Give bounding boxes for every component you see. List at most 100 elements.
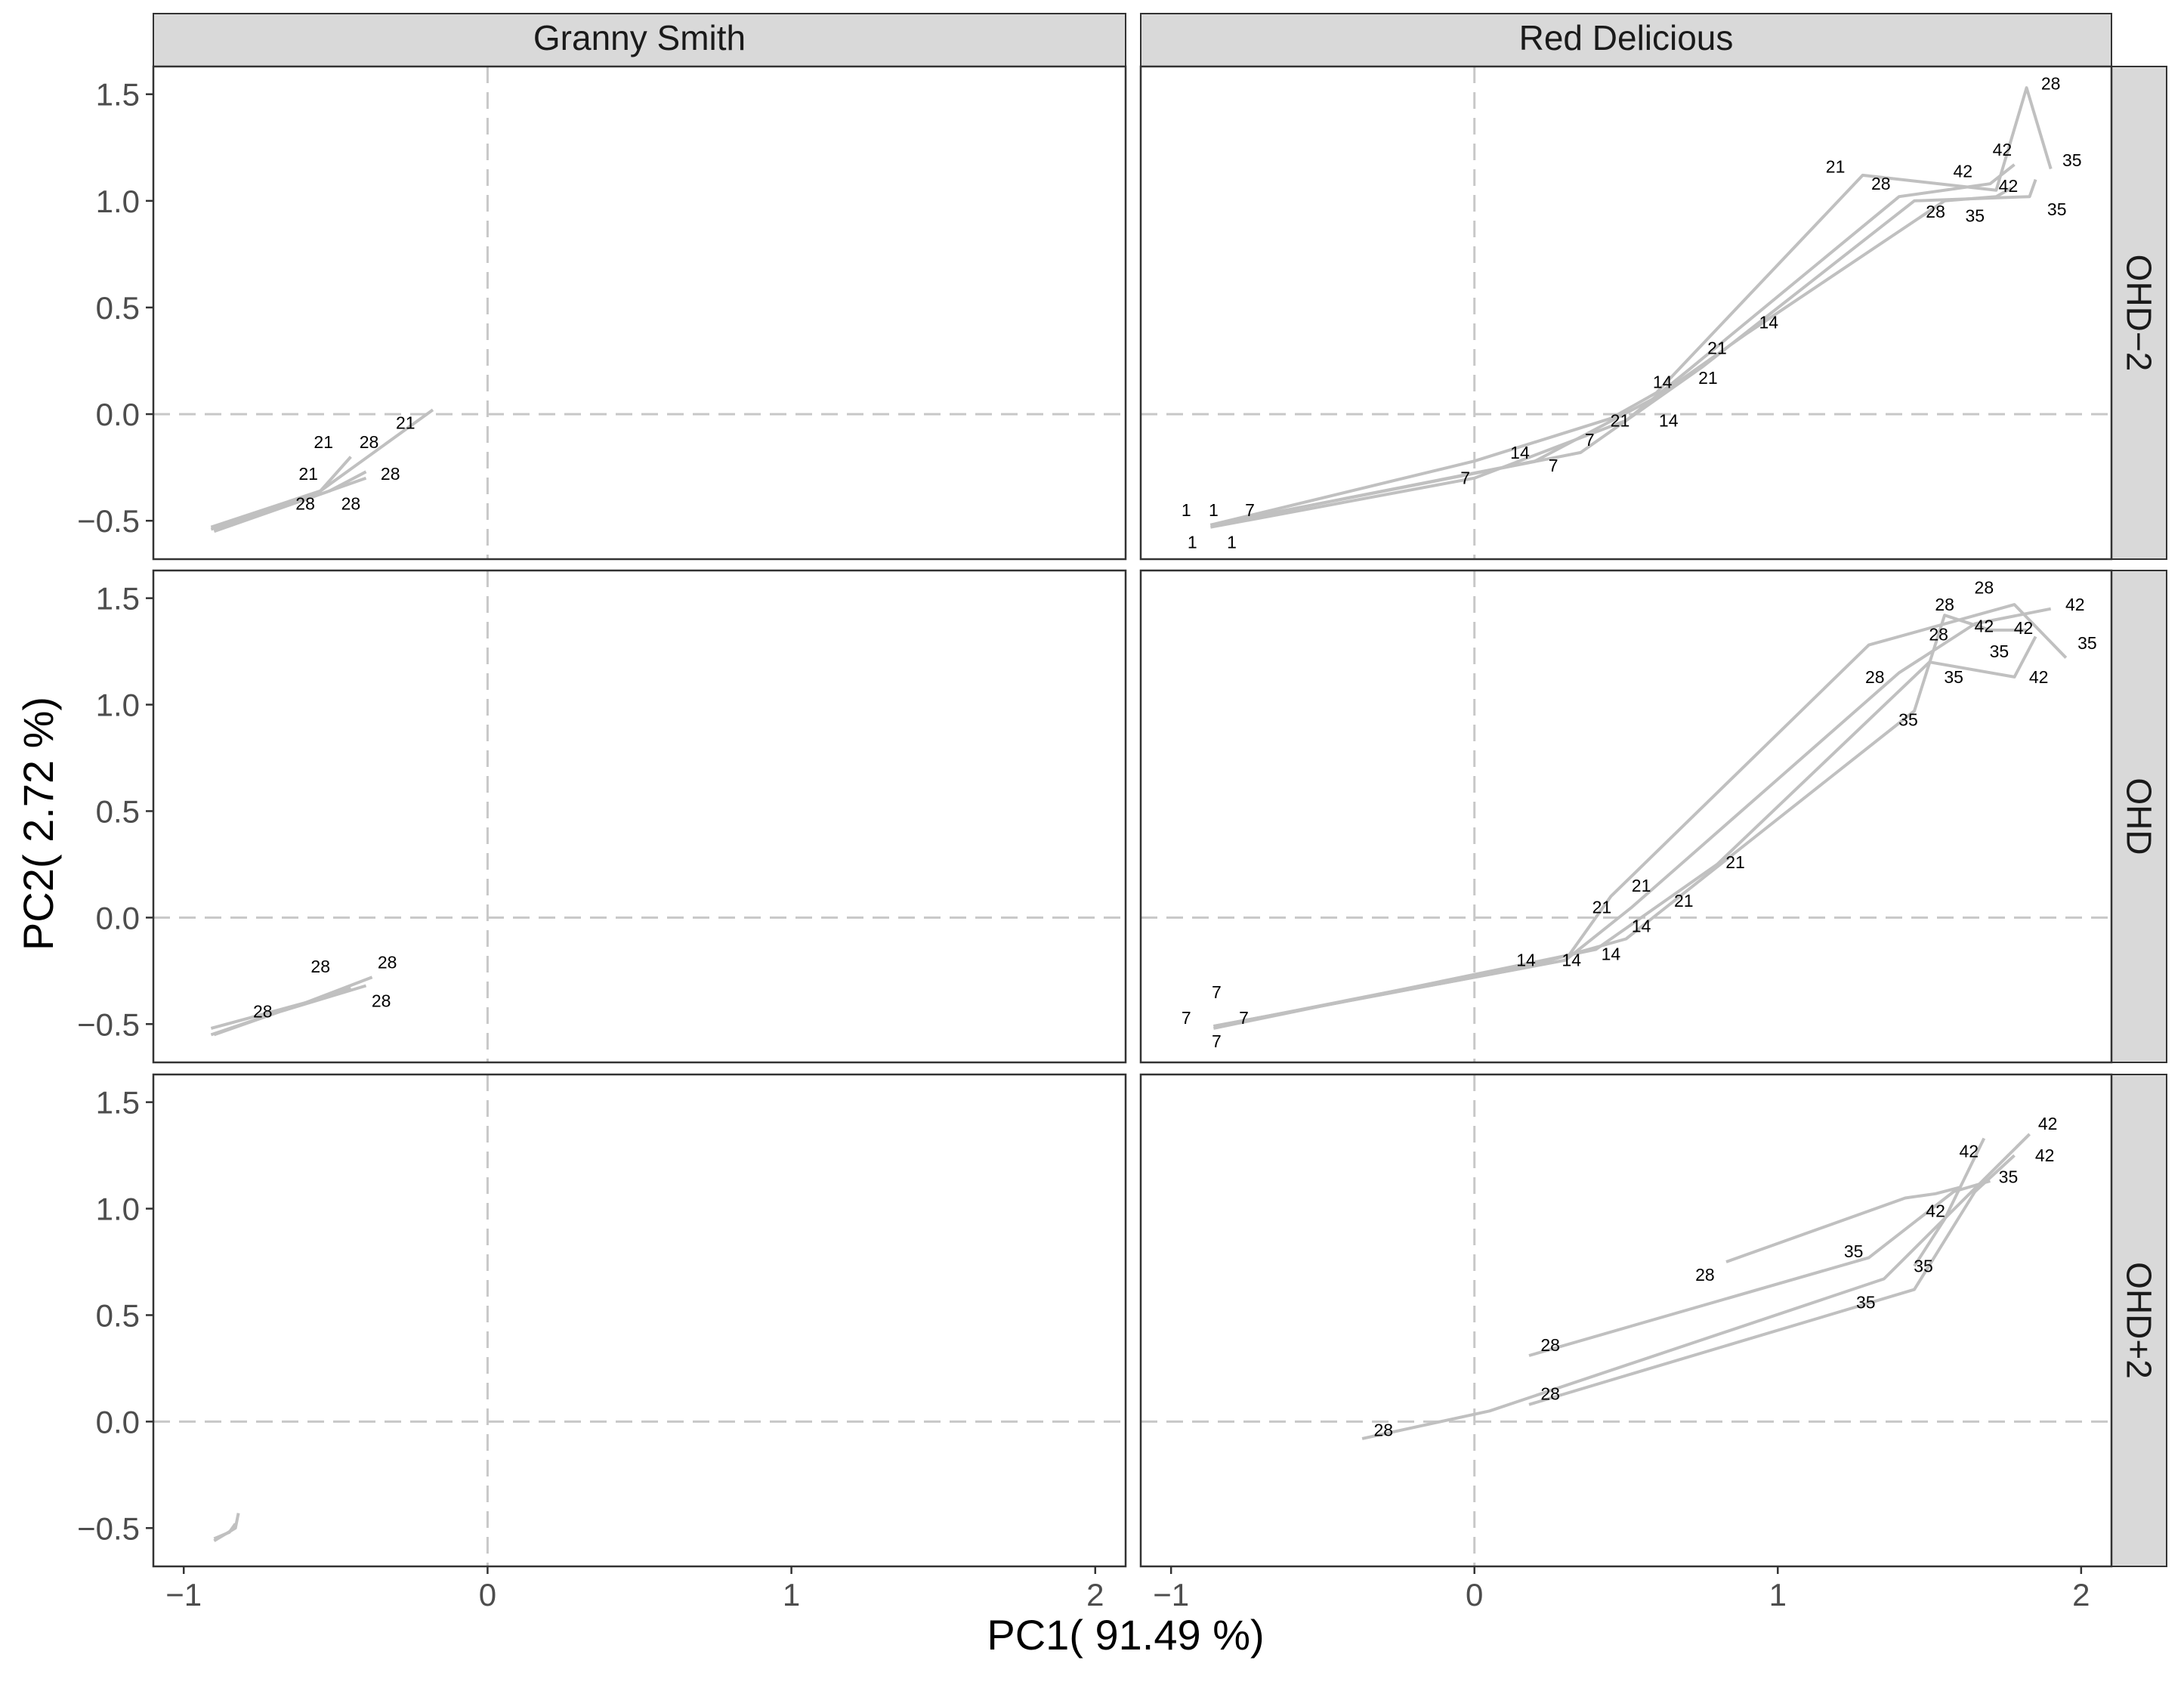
trajectory-line <box>1361 1133 2031 1440</box>
point-label: 1 <box>1209 500 1219 520</box>
y-tick-label: −0.5 <box>77 1006 140 1042</box>
y-tick-label: 1.0 <box>96 184 140 219</box>
point-label: 28 <box>295 494 315 514</box>
facet-panel: 42 42 42 35 42 35 28 35 35 28 28 28 <box>1139 1073 2113 1568</box>
axis-layer: −0.5 0.0 0.5 1.0 1.5 −0.5 0.0 0.5 1.0 1.5 −0.5 0.0 0… <box>77 77 2090 1612</box>
point-label: 42 <box>2014 618 2034 638</box>
y-tick-label: 1.5 <box>96 581 140 617</box>
row-strip-label: OHD+2 <box>2120 1262 2159 1379</box>
y-tick-label: 0.0 <box>96 397 140 432</box>
point-label: 42 <box>1993 140 2013 159</box>
point-label: 21 <box>1707 339 1727 358</box>
point-label: 21 <box>1674 891 1694 911</box>
x-tick-label: 1 <box>783 1577 800 1612</box>
point-label: 35 <box>1944 667 1963 687</box>
trajectory-line <box>213 408 434 531</box>
y-axis-title: PC2( 2.72 %) <box>14 697 62 951</box>
facet-panel <box>152 1073 1127 1568</box>
point-label: 28 <box>1929 625 1948 645</box>
point-label: 28 <box>378 953 397 972</box>
point-label: 28 <box>372 991 391 1010</box>
y-tick-label: 0.5 <box>96 290 140 326</box>
trajectory-line <box>1209 86 2053 527</box>
point-label: 42 <box>2038 1114 2058 1133</box>
point-label: 35 <box>1914 1257 1933 1276</box>
point-label: 28 <box>1540 1384 1560 1404</box>
row-strip <box>2111 1074 2167 1567</box>
y-tick-label: 1.5 <box>96 77 140 113</box>
point-label: 42 <box>2029 667 2049 687</box>
point-label: 28 <box>1540 1335 1560 1355</box>
x-tick-label: 0 <box>1466 1577 1483 1612</box>
point-label: 21 <box>314 432 333 452</box>
x-tick-label: −1 <box>165 1577 202 1612</box>
point-label: 7 <box>1549 456 1558 475</box>
y-tick-label: 0.5 <box>96 793 140 829</box>
point-label: 28 <box>1871 174 1891 193</box>
point-label: 21 <box>1698 368 1718 388</box>
point-label: 42 <box>2035 1146 2055 1165</box>
trajectory-line <box>1528 1154 2016 1406</box>
panel-border <box>1139 1073 2113 1568</box>
panel-border <box>152 569 1127 1064</box>
point-label: 1 <box>1227 532 1237 552</box>
facet-panel: 28 28 28 28 <box>152 569 1127 1064</box>
trajectory-line <box>1212 635 2037 1030</box>
point-label: 21 <box>298 464 318 484</box>
point-label: 14 <box>1632 917 1651 936</box>
point-label: 28 <box>360 432 379 452</box>
point-label: 14 <box>1653 373 1673 392</box>
point-label: 28 <box>341 494 361 514</box>
y-tick-label: −0.5 <box>77 503 140 539</box>
point-label: 14 <box>1602 944 1621 963</box>
trajectory-line <box>213 984 367 1037</box>
point-label: 21 <box>1725 852 1745 872</box>
panel-border <box>1139 569 2113 1064</box>
point-label: 35 <box>2062 150 2082 170</box>
strip-layer: Granny Smith Red Delicious OHD−2 OHD OHD+2 <box>153 13 2167 1567</box>
point-label: 28 <box>1975 578 1994 598</box>
trajectory-line <box>1210 187 2013 527</box>
point-label: 35 <box>2077 633 2097 653</box>
point-label: 35 <box>2047 199 2067 219</box>
trajectory-line <box>1528 1179 1991 1357</box>
point-label: 28 <box>310 957 330 976</box>
y-tick-label: 0.5 <box>96 1297 140 1333</box>
point-label: 7 <box>1245 500 1255 520</box>
panel-plot-area <box>153 1074 1126 1566</box>
y-tick-label: 1.0 <box>96 1192 140 1227</box>
point-label: 42 <box>1975 616 1994 635</box>
point-label: 7 <box>1460 468 1470 488</box>
trajectory-line <box>1213 603 2068 1028</box>
point-label: 7 <box>1239 1008 1249 1028</box>
x-tick-label: −1 <box>1153 1577 1189 1612</box>
panel-plot-area: 28 28 28 28 <box>153 570 1126 1062</box>
y-tick-label: −0.5 <box>77 1510 140 1546</box>
trajectory-line <box>1913 1137 1986 1267</box>
column-strip <box>1140 13 2112 67</box>
row-strip <box>2111 570 2167 1063</box>
trajectory-line <box>213 1523 237 1541</box>
point-label: 42 <box>2065 595 2085 614</box>
point-label: 42 <box>1959 1141 1979 1161</box>
point-label: 35 <box>1990 642 2009 661</box>
column-strip <box>153 13 1126 67</box>
x-tick-label: 2 <box>1086 1577 1104 1612</box>
point-label: 14 <box>1659 411 1679 431</box>
point-label: 7 <box>1212 1031 1222 1051</box>
point-label: 42 <box>1953 161 1972 181</box>
x-axis-title: PC1( 91.49 %) <box>987 1611 1264 1659</box>
facet-panel: 28 28 42 42 42 28 35 35 28 35 42 35 21 21 21 21 14 14 14 14… <box>1139 569 2113 1064</box>
point-label: 28 <box>1926 202 1945 221</box>
point-label: 1 <box>1188 532 1197 552</box>
point-label: 21 <box>1632 876 1651 895</box>
point-label: 28 <box>1373 1421 1393 1440</box>
row-strip <box>2111 66 2167 560</box>
point-label: 7 <box>1182 1008 1191 1028</box>
